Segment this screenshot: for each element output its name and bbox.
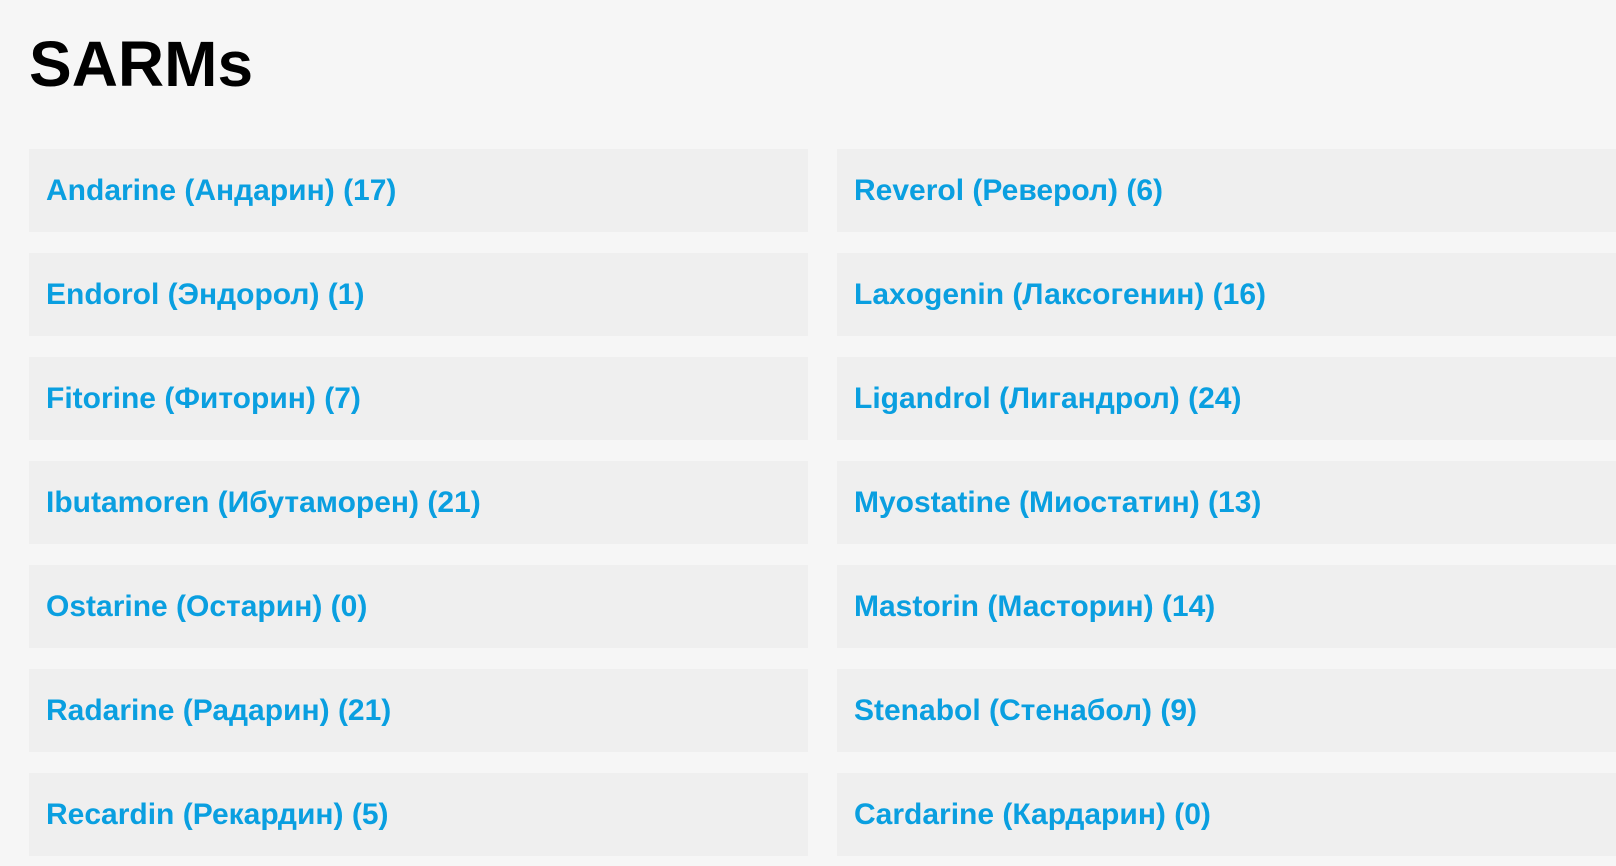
category-label: Ligandrol (Лигандрол) (24) [854,381,1242,415]
category-label: Reverol (Реверол) (6) [854,173,1164,207]
category-label: Cardarine (Кардарин) (0) [854,797,1211,831]
category-label: Myostatine (Миостатин) (13) [854,485,1262,519]
category-label: Ostarine (Остарин) (0) [46,589,368,623]
category-label: Radarine (Радарин) (21) [46,693,392,727]
category-link[interactable]: Mastorin (Масторин) (14) [837,565,1616,648]
category-label: Mastorin (Масторин) (14) [854,589,1216,623]
category-label: Fitorine (Фиторин) (7) [46,381,361,415]
category-link[interactable]: Ibutamoren (Ибутаморен) (21) [29,461,808,544]
category-link[interactable]: Ostarine (Остарин) (0) [29,565,808,648]
category-list: Andarine (Андарин) (17) Reverol (Реверол)… [29,149,1616,856]
category-link[interactable]: Ligandrol (Лигандрол) (24) [837,357,1616,440]
category-label: Stenabol (Стенабол) (9) [854,693,1198,727]
category-label: Ibutamoren (Ибутаморен) (21) [46,485,481,519]
category-link[interactable]: Recardin (Рекардин) (5) [29,773,808,856]
page-title: SARMs [29,28,254,100]
category-label: Andarine (Андарин) (17) [46,173,397,207]
category-link[interactable]: Reverol (Реверол) (6) [837,149,1616,232]
category-link[interactable]: Cardarine (Кардарин) (0) [837,773,1616,856]
category-link[interactable]: Myostatine (Миостатин) (13) [837,461,1616,544]
category-link[interactable]: Endorol (Эндорол) (1) [29,253,808,336]
category-link[interactable]: Radarine (Радарин) (21) [29,669,808,752]
category-label: Laxogenin (Лаксогенин) (16) [854,277,1266,311]
category-link[interactable]: Fitorine (Фиторин) (7) [29,357,808,440]
category-link[interactable]: Laxogenin (Лаксогенин) (16) [837,253,1616,336]
category-label: Recardin (Рекардин) (5) [46,797,389,831]
category-link[interactable]: Stenabol (Стенабол) (9) [837,669,1616,752]
category-label: Endorol (Эндорол) (1) [46,277,365,311]
category-link[interactable]: Andarine (Андарин) (17) [29,149,808,232]
